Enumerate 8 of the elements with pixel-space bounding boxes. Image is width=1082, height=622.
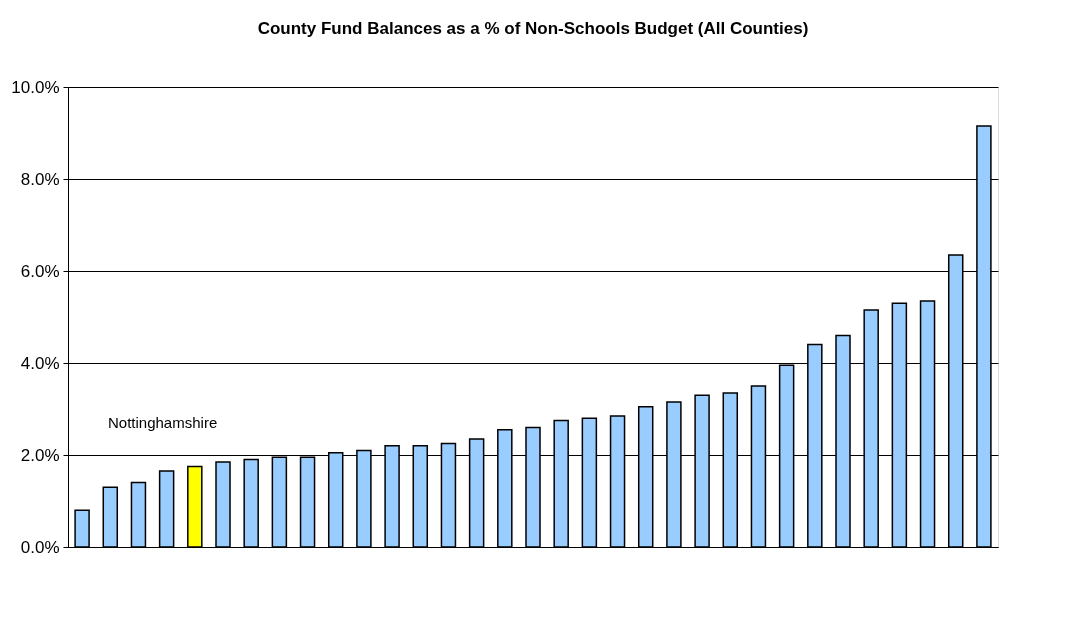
y-tick-label: 10.0% [11,77,60,97]
y-tick-label: 2.0% [20,445,60,465]
y-tick-label: 4.0% [20,353,60,373]
y-tick-label: 0.0% [20,537,60,557]
y-tick-label: 8.0% [20,169,60,189]
y-tick-label: 6.0% [20,261,60,281]
annotation: Nottinghamshire [108,413,218,431]
chart-title: County Fund Balances as a % of Non-Schools Budget (All Counties) [257,19,809,38]
